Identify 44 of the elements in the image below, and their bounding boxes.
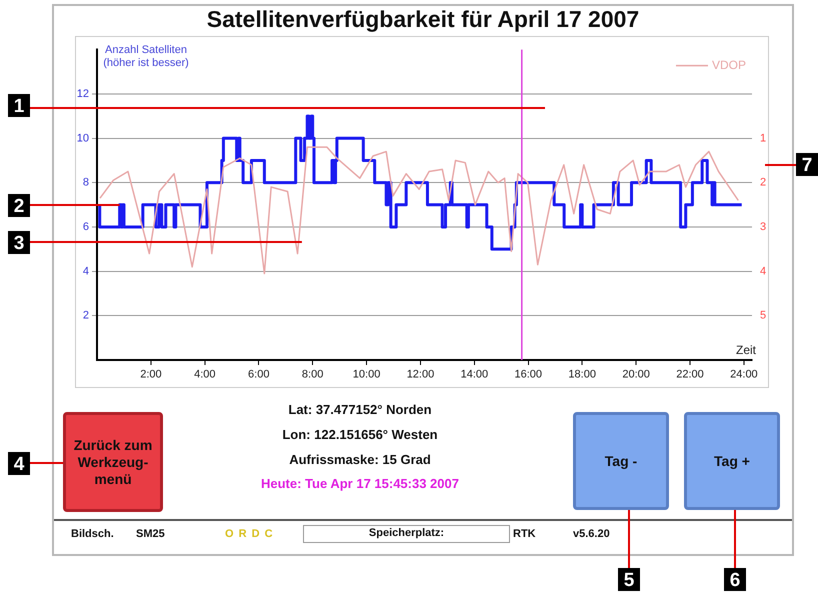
x-tick-label: 22:00 [676, 368, 704, 381]
x-tick-label: 24:00 [730, 368, 758, 381]
text: Lat: 37.477152° Norden [287, 402, 433, 417]
y-tick-label: 10 [76, 132, 89, 144]
y-tick-label: 4 [82, 265, 89, 278]
legend-label: VDOP [712, 58, 746, 72]
day-plus-button: Tag + [684, 412, 780, 510]
y2-tick-label: 2 [760, 176, 766, 189]
day-minus-button: Tag - [573, 412, 669, 510]
y2-tick-label: 3 [760, 221, 766, 234]
x-tick-label: 18:00 [568, 368, 596, 381]
text: Lon: 122.151656° Westen [281, 427, 439, 442]
x-tick-label: 14:00 [460, 368, 488, 381]
graph-callout: 3 [8, 231, 302, 254]
text: RTK [513, 528, 536, 540]
back-button: Zurück zum Werkzeug-menü [63, 412, 163, 512]
annotation: 2 [14, 196, 24, 217]
text: Aufrissmaske: 15 Grad [288, 452, 432, 467]
text: SM25 [136, 528, 165, 540]
x-tick-label: 6:00 [248, 368, 270, 381]
y2-tick-label: 1 [760, 132, 766, 144]
text: v5.6.20 [573, 528, 610, 540]
x-tick-label: 2:00 [140, 368, 162, 381]
annotation: 3 [14, 233, 24, 254]
x-axis-title: Zeit [736, 343, 757, 357]
y-axis-title: Anzahl Satelliten (höher ist besser) [102, 44, 190, 70]
y2-tick-label: 4 [760, 265, 766, 278]
text: Heute: Tue Apr 17 15:45:33 2007 [260, 476, 460, 491]
y2-tick-label: 5 [760, 310, 766, 322]
storage-field: Speicherplatz: [303, 525, 510, 543]
x-tick-label: 10:00 [352, 368, 380, 381]
left-axis-callout: 2 [8, 194, 120, 217]
y-tick-label: 6 [82, 221, 89, 234]
x-tick-label: 20:00 [622, 368, 650, 381]
x-tick-label: 16:00 [514, 368, 542, 381]
y-tick-label: 2 [82, 310, 89, 322]
text: O R D C [225, 528, 274, 540]
chart-title: Satellitenverfügbarkeit für April 17 2007 [206, 6, 640, 33]
x-tick-label: 4:00 [194, 368, 216, 381]
x-tick-label: 8:00 [302, 368, 324, 381]
y-tick-label: 8 [82, 176, 89, 189]
right-axis-callout: 7 [765, 153, 818, 176]
x-tick-label: 12:00 [406, 368, 434, 381]
text: Bildsch. [71, 528, 114, 540]
